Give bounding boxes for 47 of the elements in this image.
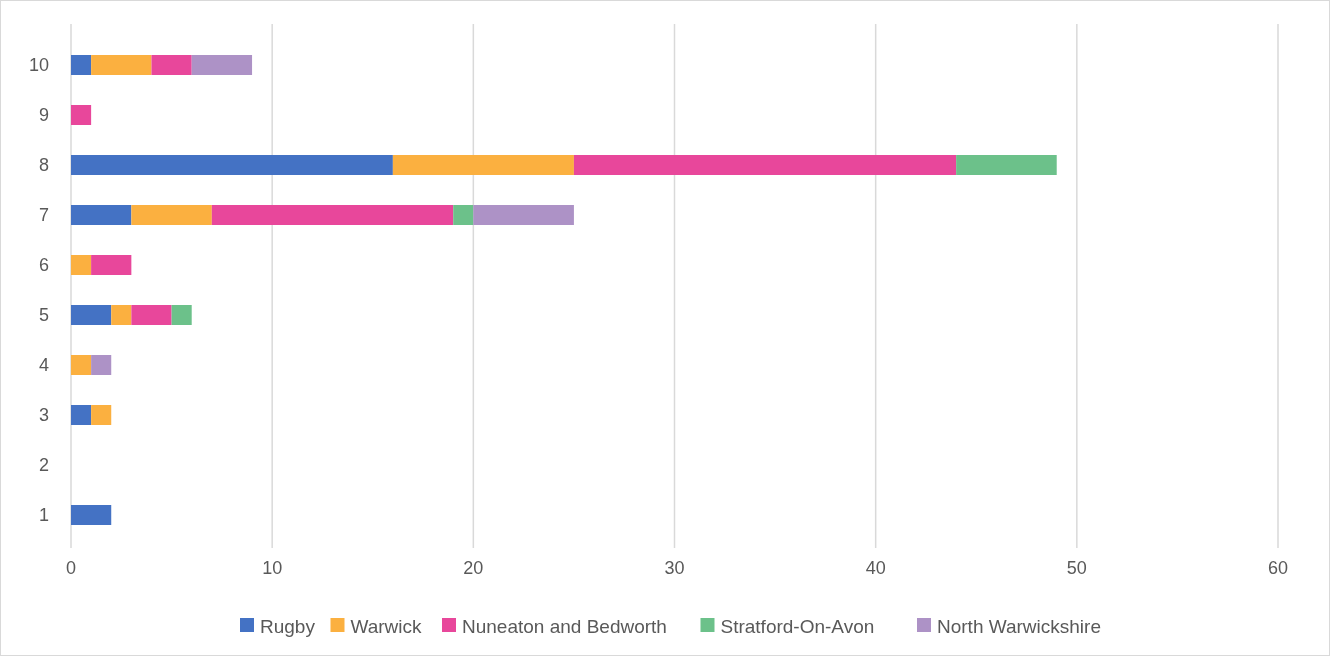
y-tick-label: 1 — [38, 505, 49, 526]
bar — [91, 405, 112, 425]
bar — [71, 305, 112, 325]
legend-label: Warwick — [350, 615, 423, 637]
bar — [131, 205, 212, 225]
x-tick-label: 60 — [1267, 558, 1289, 578]
bar — [111, 305, 132, 325]
bar — [573, 155, 957, 175]
bar — [71, 505, 112, 525]
y-tick-label: 4 — [38, 355, 49, 376]
x-tick-label: 20 — [463, 558, 484, 578]
y-tick-label: 6 — [38, 255, 49, 276]
bar — [71, 105, 92, 125]
bar — [191, 55, 253, 75]
bar — [71, 355, 92, 375]
legend-label: North Warwickshire — [937, 615, 1101, 637]
y-tick-label: 8 — [38, 155, 49, 176]
legend-label: Rugby — [260, 615, 316, 637]
y-tick-label: 5 — [38, 305, 49, 326]
bar — [71, 155, 393, 175]
bar — [151, 55, 192, 75]
y-tick-label: 2 — [38, 455, 49, 476]
bar — [453, 205, 474, 225]
bar — [91, 255, 132, 275]
legend-label: Nuneaton and Bedworth — [462, 615, 667, 637]
bar — [392, 155, 574, 175]
x-tick-label: 50 — [1066, 558, 1087, 578]
bar — [473, 205, 574, 225]
x-tick-label: 40 — [865, 558, 886, 578]
legend-label: Stratford-On-Avon — [720, 615, 875, 637]
y-tick-label: 7 — [38, 205, 49, 226]
bar — [131, 305, 172, 325]
bar — [956, 155, 1057, 175]
x-tick-label: 0 — [65, 558, 77, 578]
x-tick-label: 10 — [262, 558, 283, 578]
bar — [211, 205, 454, 225]
bar — [71, 205, 132, 225]
y-tick-label: 10 — [28, 55, 49, 76]
bar — [71, 405, 92, 425]
bar — [91, 55, 152, 75]
bar — [171, 305, 192, 325]
x-tick-label: 30 — [664, 558, 685, 578]
y-tick-label: 9 — [38, 105, 49, 126]
bar — [71, 55, 92, 75]
bar — [71, 255, 92, 275]
bar — [91, 355, 112, 375]
y-tick-label: 3 — [38, 405, 49, 426]
